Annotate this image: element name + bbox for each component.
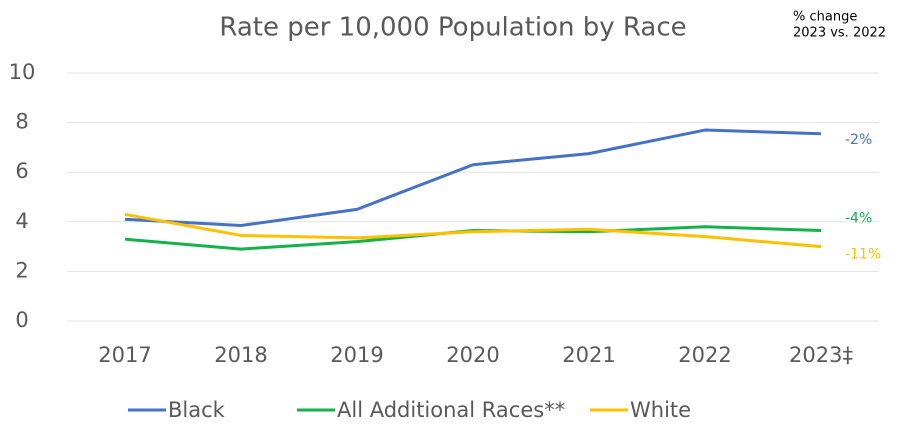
- x-tick-label: 2017: [98, 343, 151, 367]
- series-line: [124, 212, 822, 249]
- y-tick-label: 4: [15, 209, 28, 233]
- y-tick-label: 2: [15, 258, 28, 282]
- y-tick-label: 10: [9, 60, 36, 84]
- legend-label: All Additional Races**: [337, 398, 565, 422]
- end-label: -4%: [845, 210, 872, 226]
- y-tick-label: 8: [15, 110, 28, 134]
- x-tick-label: 2019: [330, 343, 383, 367]
- x-tick-label: 2021: [562, 343, 615, 367]
- x-tick-label: 2018: [214, 343, 267, 367]
- x-tick-label: 2022: [678, 343, 731, 367]
- chart-title: Rate per 10,000 Population by Race: [219, 13, 686, 43]
- x-tick-label: 2020: [446, 343, 499, 367]
- legend-label: White: [630, 398, 691, 422]
- x-tick-label: 2023‡: [789, 343, 853, 367]
- y-tick-label: 6: [15, 159, 28, 183]
- series-line: [124, 128, 822, 228]
- end-label: -2%: [845, 132, 872, 148]
- end-label: -11%: [845, 247, 881, 263]
- annotation: 2023 vs. 2022: [793, 26, 886, 41]
- annotation: % change: [793, 10, 857, 25]
- legend-label: Black: [168, 398, 226, 422]
- y-tick-label: 0: [15, 308, 28, 332]
